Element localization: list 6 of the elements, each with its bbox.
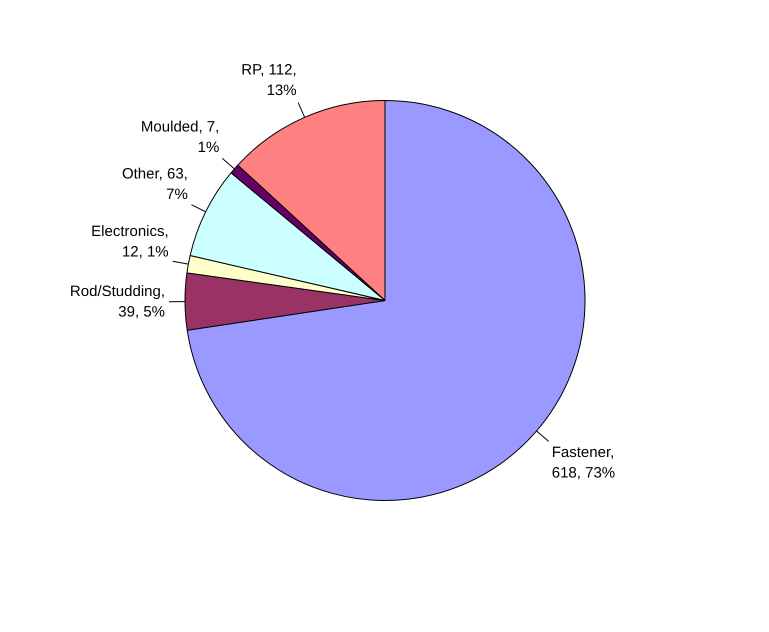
slice-label: RP, 112, 13% [241,62,297,100]
slice-label: Electronics, 12, 1% [91,223,169,261]
slice-label: Rod/Studding, 39, 5% [70,283,166,320]
slice-label: Moulded, 7, 1% [140,118,220,156]
slice-label: Fastener, 618, 73% [552,444,616,482]
slice-label: Other, 63, 7% [122,166,188,203]
